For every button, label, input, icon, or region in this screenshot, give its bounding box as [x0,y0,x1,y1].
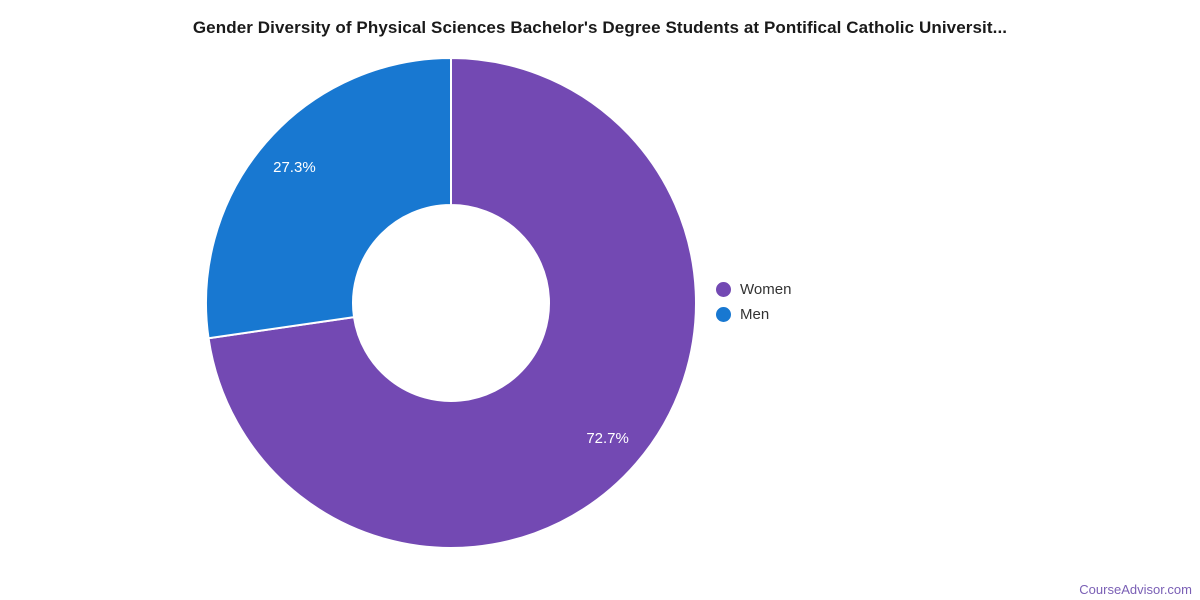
legend-item-women[interactable]: Women [716,277,791,302]
legend-marker-icon [716,307,731,322]
pie-slice-men[interactable] [205,57,452,340]
legend: Women Men [716,277,791,327]
slice-label-women: 72.7% [586,430,629,447]
pie-slice-women[interactable] [207,57,697,549]
legend-item-men[interactable]: Men [716,302,791,327]
legend-marker-icon [716,282,731,297]
watermark-link[interactable]: CourseAdvisor.com [1079,582,1192,597]
legend-item-label: Men [740,306,770,323]
slice-label-men: 27.3% [273,159,316,176]
legend-item-label: Women [740,281,792,298]
chart-title: Gender Diversity of Physical Sciences Ba… [192,18,1008,37]
